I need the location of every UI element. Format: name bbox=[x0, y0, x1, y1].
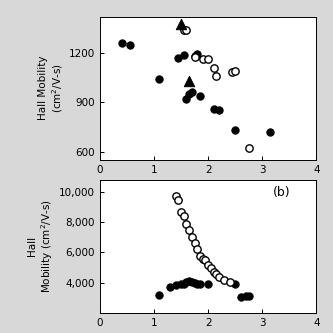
Point bbox=[205, 56, 211, 61]
Point bbox=[176, 197, 181, 203]
Point bbox=[227, 279, 232, 285]
Point bbox=[186, 227, 192, 232]
Point bbox=[181, 213, 186, 219]
Point bbox=[184, 96, 189, 102]
Point bbox=[194, 247, 200, 252]
X-axis label: 2D Electron Density (x 10$^{13}$cm$^{-2}$): 2D Electron Density (x 10$^{13}$cm$^{-2}… bbox=[121, 180, 296, 196]
Point bbox=[246, 146, 251, 151]
Point bbox=[192, 54, 197, 59]
Point bbox=[211, 65, 216, 70]
Point bbox=[119, 40, 124, 46]
Point bbox=[192, 54, 197, 60]
Point bbox=[197, 93, 203, 98]
Point bbox=[167, 285, 173, 290]
Point bbox=[197, 282, 203, 287]
Point bbox=[186, 78, 192, 84]
Point bbox=[189, 90, 194, 95]
Point bbox=[232, 281, 238, 286]
Point bbox=[238, 294, 243, 300]
Point bbox=[181, 52, 186, 57]
Point bbox=[184, 221, 189, 226]
Point bbox=[222, 278, 227, 283]
Point bbox=[186, 279, 192, 284]
Y-axis label: Hall
Mobility (cm$^2$/V-s): Hall Mobility (cm$^2$/V-s) bbox=[27, 199, 55, 293]
Point bbox=[186, 91, 192, 97]
Point bbox=[189, 235, 194, 240]
Text: (b): (b) bbox=[273, 186, 291, 199]
Point bbox=[216, 108, 222, 113]
Point bbox=[192, 280, 197, 285]
Point bbox=[157, 77, 162, 82]
Point bbox=[184, 27, 189, 33]
Point bbox=[203, 257, 208, 263]
Point bbox=[200, 57, 205, 62]
Point bbox=[230, 69, 235, 75]
Point bbox=[197, 253, 203, 258]
Point bbox=[192, 241, 197, 246]
Point bbox=[243, 293, 249, 298]
Point bbox=[246, 294, 251, 299]
Point bbox=[211, 106, 216, 112]
Point bbox=[189, 279, 194, 285]
Point bbox=[181, 281, 186, 286]
Point bbox=[208, 265, 213, 270]
Point bbox=[213, 271, 219, 276]
Y-axis label: Hall Mobility
(cm$^2$/V-s): Hall Mobility (cm$^2$/V-s) bbox=[38, 56, 65, 121]
Point bbox=[194, 281, 200, 286]
Point bbox=[157, 292, 162, 297]
Point bbox=[200, 256, 205, 261]
Point bbox=[181, 27, 186, 33]
Point bbox=[176, 55, 181, 61]
Point bbox=[211, 269, 216, 275]
Point bbox=[173, 282, 178, 288]
Point bbox=[232, 128, 238, 133]
Point bbox=[205, 281, 211, 286]
Point bbox=[268, 129, 273, 135]
Point bbox=[173, 194, 178, 199]
Point bbox=[178, 282, 184, 287]
Point bbox=[184, 279, 189, 285]
Point bbox=[194, 51, 200, 56]
Point bbox=[205, 262, 211, 267]
Point bbox=[232, 68, 238, 74]
Point bbox=[178, 209, 184, 214]
Point bbox=[213, 73, 219, 79]
Point bbox=[216, 274, 222, 279]
Point bbox=[127, 42, 132, 47]
Point bbox=[178, 21, 184, 27]
